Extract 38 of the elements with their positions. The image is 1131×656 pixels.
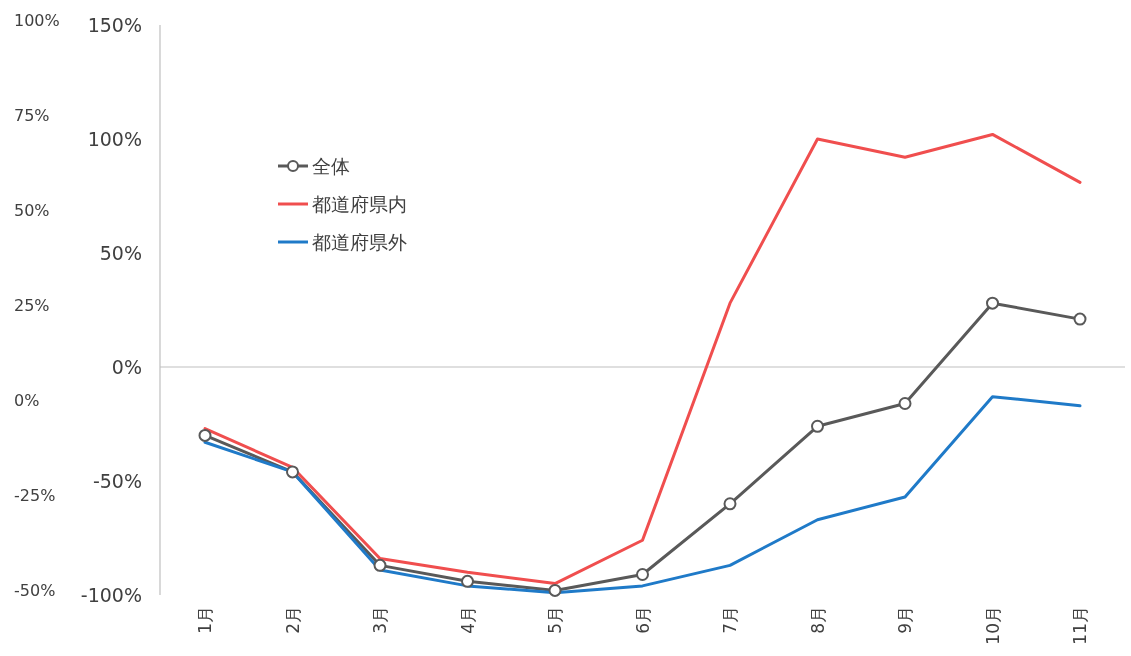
y2-tick-label: 50% xyxy=(14,201,50,220)
x-tick-label: 11月 xyxy=(1070,606,1090,645)
legend-label: 都道府県外 xyxy=(312,231,407,253)
point xyxy=(811,419,824,433)
y-tick-label: -50% xyxy=(92,470,142,492)
point xyxy=(373,558,387,572)
point xyxy=(636,567,649,581)
y-tick-label: 150% xyxy=(87,14,142,36)
x-tick-label: 9月 xyxy=(895,606,915,634)
y2-tick-label: -25% xyxy=(14,486,56,505)
point xyxy=(723,497,737,511)
legend-label: 全体 xyxy=(312,155,350,177)
point xyxy=(198,428,212,442)
y2-tick-label: 25% xyxy=(14,296,50,315)
x-tick-label: 5月 xyxy=(545,606,565,634)
y2-tick-label: 100% xyxy=(14,11,60,30)
y2-tick-label: 75% xyxy=(14,106,50,125)
x-tick-label: 4月 xyxy=(457,606,478,634)
point xyxy=(898,396,912,410)
point xyxy=(548,583,562,597)
point xyxy=(286,465,299,479)
y-tick-label: 50% xyxy=(99,242,142,264)
y2-tick-label: -50% xyxy=(14,581,56,600)
y-tick-label: 100% xyxy=(87,128,142,150)
y2-tick-label: 0% xyxy=(14,391,40,410)
x-tick-label: 2月 xyxy=(282,606,303,634)
x-tick-label: 6月 xyxy=(632,606,653,634)
point xyxy=(461,574,474,588)
x-tick-label: 1月 xyxy=(195,606,215,634)
x-tick-label: 3月 xyxy=(370,606,390,634)
x-tick-label: 7月 xyxy=(720,606,740,634)
x-tick-label: 10月 xyxy=(982,606,1003,645)
point xyxy=(986,296,999,310)
point xyxy=(1073,312,1087,326)
legend-label: 都道府県内 xyxy=(312,193,407,215)
y-tick-label: 0% xyxy=(111,356,142,378)
y-tick-label: -100% xyxy=(80,584,142,606)
x-tick-label: 8月 xyxy=(807,606,828,634)
